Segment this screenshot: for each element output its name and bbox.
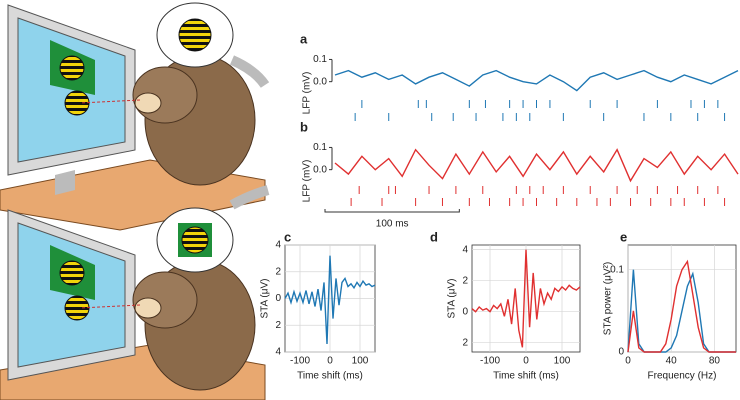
y-tick-label: 0.1 [610, 264, 624, 275]
arrow [229, 185, 270, 210]
x-tick-label: -100 [290, 356, 310, 367]
y-tick-label: 0.1 [313, 54, 327, 65]
monkey-face [134, 92, 162, 114]
x-tick-label: 40 [666, 356, 678, 367]
x-axis-label: Time shift (ms) [493, 371, 559, 382]
x-tick-label: 0 [327, 356, 333, 367]
y-tick-label: 0 [618, 347, 624, 358]
y-axis-label: STA power (μV²) [603, 262, 614, 335]
data-line [627, 259, 736, 353]
y-tick-label: 2 [275, 266, 281, 277]
y-axis-label: LFP (mV) [302, 72, 313, 115]
x-tick-label: 0 [625, 356, 631, 367]
x-tick-label: -100 [480, 356, 500, 367]
panel-letter: e [620, 229, 627, 244]
y-tick-label: 4 [462, 244, 468, 255]
panel-letter: b [300, 119, 308, 134]
x-tick-label: 0 [523, 356, 529, 367]
data-line [334, 148, 739, 183]
data-line [627, 269, 736, 353]
y-axis-label: LFP (mV) [302, 160, 313, 203]
illustration-bottom [0, 185, 270, 400]
y-axis-label: STA (μV) [260, 278, 271, 318]
x-tick-label: 100 [554, 356, 571, 367]
stand [55, 170, 75, 195]
y-tick-label: 0.1 [313, 142, 327, 153]
panel-letter: a [300, 31, 308, 46]
x-tick-label: 80 [709, 356, 721, 367]
arrow [229, 55, 270, 88]
x-tick-label: 100 [352, 356, 369, 367]
scale-bar-label: 100 ms [376, 219, 409, 230]
x-axis-label: Frequency (Hz) [648, 371, 717, 382]
y-tick-label: 4 [275, 240, 281, 251]
screen [17, 17, 126, 163]
grating [178, 18, 212, 52]
y-tick-label: 2 [275, 320, 281, 331]
screen [17, 222, 126, 368]
y-axis-label: STA (μV) [447, 278, 458, 318]
y-tick-label: 2 [462, 337, 468, 348]
panel-letter: c [284, 229, 291, 244]
grating [64, 90, 90, 116]
data-line [471, 249, 581, 348]
gaze-line [79, 304, 141, 309]
panel-letter: d [430, 229, 438, 244]
grating [59, 260, 85, 286]
scale-bar [324, 209, 460, 213]
y-tick-label: 0 [462, 306, 468, 317]
data-line [334, 69, 739, 92]
illustration-top [0, 2, 270, 231]
monkey-face [134, 297, 162, 319]
grating [59, 55, 85, 81]
y-tick-label: 0.0 [313, 76, 327, 87]
y-tick-label: 0.0 [313, 164, 327, 175]
plot-frame [627, 244, 737, 353]
data-line [284, 255, 376, 345]
y-tick-label: 0 [275, 293, 281, 304]
x-axis-label: Time shift (ms) [297, 371, 363, 382]
grating [64, 295, 90, 321]
gaze-line [79, 99, 141, 104]
y-tick-label: 4 [275, 347, 281, 358]
grating [181, 226, 209, 254]
y-tick-label: 2 [462, 275, 468, 286]
